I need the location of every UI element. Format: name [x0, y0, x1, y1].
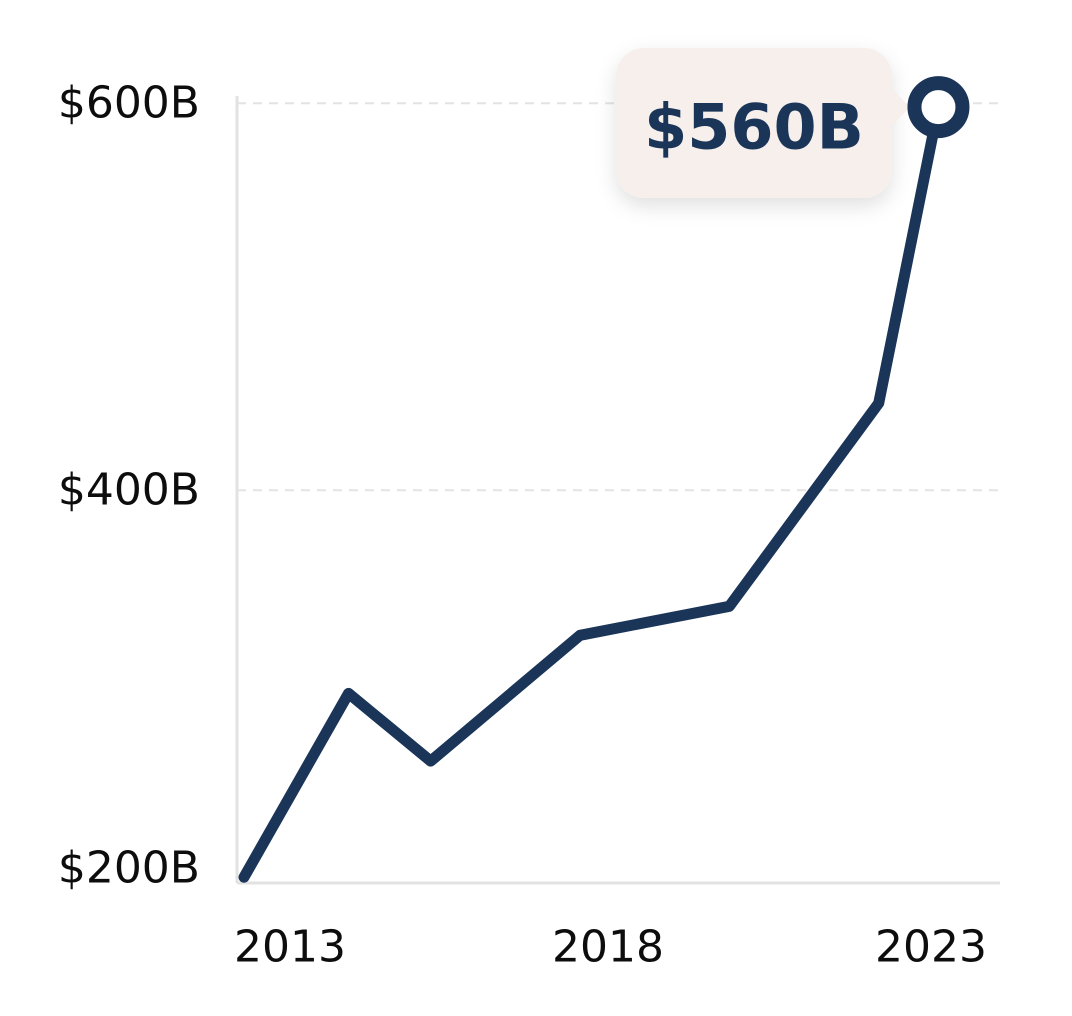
- value-callout: $560B: [616, 48, 910, 198]
- series-layer: [238, 101, 944, 883]
- callout-pointer: [890, 87, 910, 128]
- marker-layer: [907, 76, 970, 139]
- y-tick-label: $200B: [58, 843, 200, 894]
- y-tick-label: $600B: [58, 78, 200, 129]
- x-tick-label: 2013: [234, 922, 346, 973]
- callout-label: $560B: [644, 91, 864, 164]
- axes: [235, 96, 1000, 885]
- y-tick-labels: $200B $400B $600B: [58, 78, 200, 894]
- x-tick-labels: 2013 2018 2023: [234, 922, 987, 973]
- y-tick-label: $400B: [58, 465, 200, 516]
- series-line-0: [238, 101, 944, 883]
- callout-box: [616, 48, 892, 198]
- x-tick-label: 2018: [552, 922, 664, 973]
- x-tick-label: 2023: [875, 922, 987, 973]
- endpoint-marker: [907, 76, 970, 139]
